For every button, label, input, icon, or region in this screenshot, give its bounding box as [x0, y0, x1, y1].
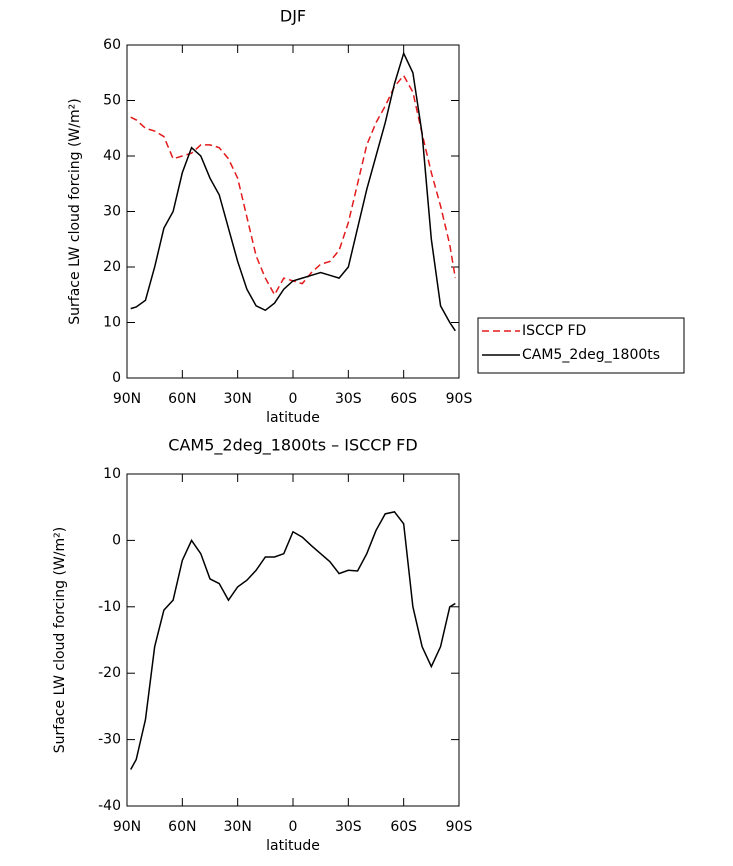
x-tick-label: 0 [289, 391, 298, 407]
plot-frame [126, 473, 460, 807]
y-tick-label: 0 [112, 532, 121, 548]
x-tick-label: 30N [224, 391, 252, 407]
y-tick-label: -20 [98, 665, 121, 681]
x-tick-label: 30N [224, 819, 252, 835]
chart-title: CAM5_2deg_1800ts – ISCCP FD [168, 436, 417, 456]
y-tick-label: 10 [103, 315, 121, 331]
x-tick-label: 60S [390, 391, 417, 407]
y-tick-label: 20 [103, 259, 121, 275]
x-tick-label: 60N [168, 391, 196, 407]
y-tick-label: 0 [112, 370, 121, 386]
y-axis-label: Surface LW cloud forcing (W/m²) [52, 527, 68, 753]
data-line [130, 511, 456, 770]
y-tick-label: -10 [98, 599, 121, 615]
data-line [130, 51, 456, 332]
y-tick-label: -40 [98, 798, 121, 814]
x-tick-label: 90N [113, 819, 141, 835]
x-tick-label: 90N [113, 391, 141, 407]
x-tick-label: 90S [446, 391, 473, 407]
legend-box [477, 317, 685, 374]
chart-title: DJF [280, 7, 306, 26]
x-tick-label: 60N [168, 819, 196, 835]
y-tick-label: 40 [103, 148, 121, 164]
legend-label: CAM5_2deg_1800ts [522, 347, 660, 363]
plot-frame [126, 44, 460, 379]
y-tick-label: 30 [103, 204, 121, 220]
x-axis-label: latitude [266, 410, 320, 426]
x-axis-label: latitude [266, 838, 320, 854]
x-tick-label: 60S [390, 819, 417, 835]
x-tick-label: 0 [289, 819, 298, 835]
y-tick-label: -30 [98, 732, 121, 748]
y-tick-label: 60 [103, 37, 121, 53]
x-tick-label: 30S [335, 819, 362, 835]
y-tick-label: 10 [103, 466, 121, 482]
y-tick-label: 50 [103, 93, 121, 109]
legend-label: ISCCP FD [522, 323, 586, 339]
x-tick-label: 90S [446, 819, 473, 835]
y-axis-label: Surface LW cloud forcing (W/m²) [67, 98, 83, 324]
x-tick-label: 30S [335, 391, 362, 407]
